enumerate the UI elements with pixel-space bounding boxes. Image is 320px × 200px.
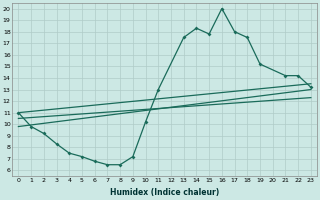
X-axis label: Humidex (Indice chaleur): Humidex (Indice chaleur) xyxy=(110,188,219,197)
